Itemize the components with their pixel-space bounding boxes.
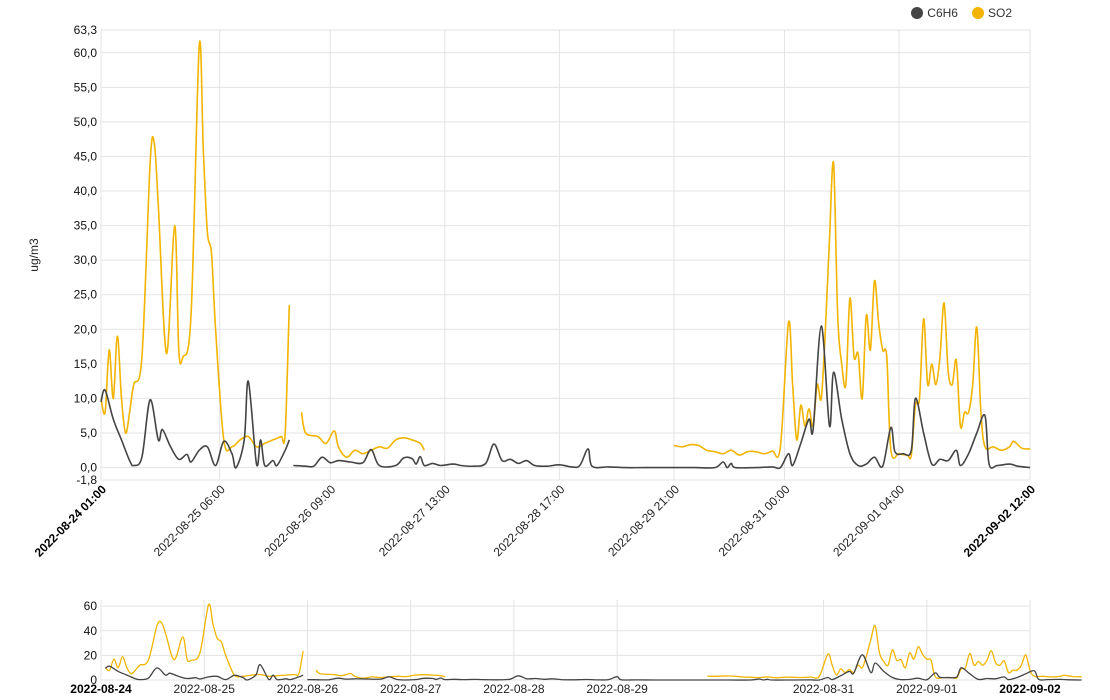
y-tick-label: 10,0: [74, 391, 98, 405]
x-tick-label: 2022-08-31 00:00: [716, 482, 793, 559]
navigator-x-tick-label: 2022-09-01: [896, 682, 958, 696]
y-tick-label: 63,3: [74, 23, 98, 37]
x-tick-label: 2022-09-02 12:00: [961, 482, 1039, 560]
navigator-x-tick-label: 2022-08-25: [174, 682, 236, 696]
navigator-y-tick-label: 20: [84, 648, 98, 662]
legend-dot-c6h6: [911, 7, 924, 19]
y-tick-label: 55,0: [74, 80, 98, 94]
series-line-c6h6: [293, 325, 1031, 470]
x-tick-label: 2022-08-28 17:00: [491, 482, 568, 559]
navigator-line-so2: [315, 669, 446, 679]
y-tick-label: 15,0: [74, 357, 98, 371]
y-tick-label: 30,0: [74, 253, 98, 267]
y-axis-title: ug/m3: [27, 238, 41, 272]
navigator-y-tick-label: 40: [84, 624, 98, 638]
legend: C6H6 SO2: [911, 6, 1012, 20]
x-tick-label: 2022-08-26 09:00: [261, 482, 338, 559]
y-tick-label: 60,0: [74, 46, 98, 60]
navigator-x-tick-label: 2022-08-27: [380, 682, 442, 696]
x-tick-label: 2022-08-25 06:00: [151, 482, 228, 559]
navigator-line-c6h6: [307, 654, 1082, 681]
navigator-x-tick-label: 2022-08-28: [483, 682, 545, 696]
y-tick-label: 45,0: [74, 149, 98, 163]
legend-item-so2[interactable]: SO2: [971, 6, 1012, 20]
navigator-x-tick-label: 2022-08-29: [586, 682, 648, 696]
legend-item-c6h6[interactable]: C6H6: [911, 6, 958, 20]
navigator-line-c6h6: [104, 663, 304, 681]
series-line-so2: [300, 412, 426, 458]
y-tick-label: 5,0: [80, 426, 97, 440]
legend-label-c6h6: C6H6: [927, 6, 958, 20]
x-tick-label: 2022-08-27 13:00: [376, 482, 453, 559]
navigator-y-tick-label: 0: [90, 673, 97, 687]
navigator-x-tick-label: 2022-08-31: [793, 682, 855, 696]
y-tick-label: -1,8: [76, 473, 97, 487]
y-tick-label: 25,0: [74, 288, 98, 302]
y-tick-label: 0,0: [80, 461, 97, 475]
series-line-so2: [100, 40, 291, 452]
x-tick-label: 2022-08-29 21:00: [605, 482, 682, 559]
legend-label-so2: SO2: [987, 6, 1012, 20]
navigator-x-tick-label: 2022-08-26: [277, 682, 339, 696]
series-line-c6h6: [100, 380, 291, 469]
y-tick-label: 50,0: [74, 115, 98, 129]
navigator-x-tick-label: 2022-09-02: [999, 682, 1061, 696]
y-tick-label: 35,0: [74, 219, 98, 233]
y-tick-label: 40,0: [74, 184, 98, 198]
series-line-so2: [673, 160, 1031, 460]
x-tick-label: 2022-09-01 04:00: [830, 482, 907, 559]
y-tick-label: 20,0: [74, 322, 98, 336]
navigator-line-so2: [707, 624, 1082, 680]
legend-dot-so2: [971, 7, 984, 19]
x-tick-label: 2022-08-24 01:00: [32, 482, 110, 560]
navigator-x-tick-label: 2022-08-24: [70, 682, 132, 696]
navigator-y-tick-label: 60: [84, 599, 98, 613]
